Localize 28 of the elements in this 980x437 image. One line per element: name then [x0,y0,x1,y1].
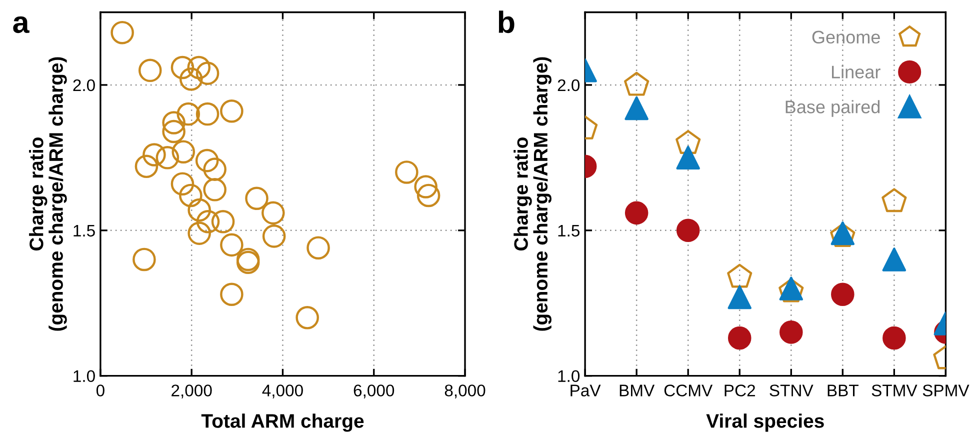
y-axis-title: Charge ratio (genome charge/ARM charge) [29,57,67,331]
x-tick-label: 4,000 [262,384,303,398]
x-tick-label: 8,000 [444,384,486,398]
chart-title: a [13,16,30,34]
legend-label: Linear [832,65,880,78]
y-tick-label: 1.5 [74,224,95,237]
x-tick-label: STNV [770,384,814,396]
x-tick-label: 0 [96,384,104,396]
x-tick-label: PC2 [724,384,755,396]
x-tick-label: 6,000 [354,384,394,398]
x-tick-label: 2,000 [172,384,212,398]
x-tick-label: SPMV [922,384,970,396]
x-axis-title: Total ARM charge [201,414,364,432]
x-tick-label: STMV [872,384,918,396]
x-tick-label: PaV [570,384,601,396]
legend-label: Base paired [786,100,880,117]
y-tick-label: 2.0 [73,79,95,92]
x-axis-title: Viral species [706,414,824,432]
y-tick-label: 1.0 [558,370,580,382]
x-tick-label: BBT [828,384,858,396]
chart-title: b [498,10,514,34]
legend-label: Genome [812,30,880,44]
x-tick-label: BMV [620,384,655,396]
y-tick-label: 1.0 [74,370,95,382]
y-tick-label: 1.5 [558,224,580,237]
y-axis-title: Charge ratio (genome charge/ARM charge) [514,57,552,331]
x-tick-label: CCMV [664,384,713,396]
y-tick-label: 2.0 [558,79,580,92]
